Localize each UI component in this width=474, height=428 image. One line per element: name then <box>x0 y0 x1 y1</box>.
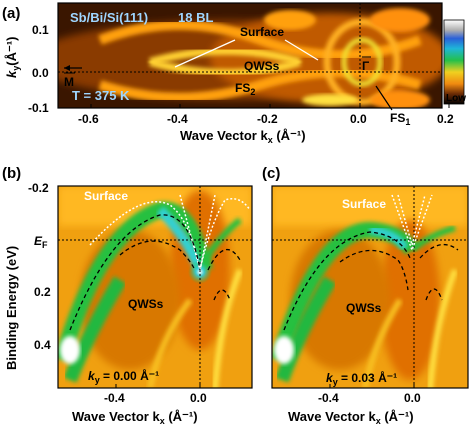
panel-b-xtick: -0.4 <box>104 391 125 405</box>
panel-b-label: (b) <box>2 165 21 182</box>
panel-c-x-ticks: -0.4 0.0 <box>318 384 421 405</box>
panel-c-qws-band <box>419 243 459 259</box>
panel-b-surface-label: Surface <box>84 189 128 203</box>
panel-c: (c) Surface QWSs ky = 0.03 Å⁻¹ -0.4 0.0 … <box>262 165 469 426</box>
panel-b-x-ticks: -0.4 0.0 <box>104 384 207 405</box>
panel-c-label: (c) <box>262 165 280 182</box>
panel-b-ky-label: ky = 0.00 Å⁻¹ <box>88 368 159 385</box>
panel-c-xlabel: Wave Vector kx (Å⁻¹) <box>288 409 414 426</box>
panel-a-ytick: -0.1 <box>28 101 49 115</box>
panel-a-xtick: -0.2 <box>257 112 278 126</box>
panel-b-qws-band <box>69 214 201 331</box>
panel-b-ylabel: Binding Energy (eV) <box>4 246 19 370</box>
panel-a-surface-label: Surface <box>240 25 284 39</box>
panel-c-surface-band <box>391 194 433 253</box>
panel-a-label: (a) <box>2 5 20 22</box>
temperature-label: T = 375 K <box>72 88 130 103</box>
panel-a-xtick: 0.2 <box>437 112 454 126</box>
mbar-label: M <box>64 75 74 89</box>
panel-b-ytick: 0.2 <box>34 285 51 299</box>
fs1-pointer <box>375 85 393 111</box>
panel-b-surface-band <box>89 201 201 271</box>
panel-a-xlabel: Wave Vector kx (Å⁻¹) <box>180 128 306 145</box>
panel-b-intensity-map <box>58 186 252 388</box>
fs2-label: FS2 <box>235 81 255 97</box>
panel-b-surface-band <box>199 198 251 271</box>
colorbar-low-label: Low <box>446 93 466 104</box>
panel-b-qwss-label: QWSs <box>128 297 164 311</box>
panel-b-xlabel: Wave Vector kx (Å⁻¹) <box>72 409 198 426</box>
panel-a-intensity-map <box>58 3 442 108</box>
panel-c-ky-label: ky = 0.03 Å⁻¹ <box>326 370 397 387</box>
panel-c-intensity-map <box>272 186 468 388</box>
panel-c-xtick: -0.4 <box>318 391 339 405</box>
panel-a-ytick: 0.0 <box>32 66 49 80</box>
surface-pointer-left <box>174 39 236 68</box>
panel-b-ytick: 0.4 <box>34 338 51 352</box>
panel-c-surface-label: Surface <box>342 197 386 211</box>
panel-a-xtick: -0.6 <box>78 112 99 126</box>
panel-a: High Low (a) Sb/Bi/Si(111) 18 BL T = 375… <box>2 2 468 145</box>
thickness-label: 18 BL <box>178 10 213 25</box>
fs1-label: FS1 <box>390 111 410 127</box>
panel-a-qwss-label: QWSs <box>244 59 280 73</box>
panel-c-xtick: 0.0 <box>404 391 421 405</box>
panel-b-qws-band <box>207 249 241 271</box>
panel-a-y-ticks: 0.1 0.0 -0.1 <box>28 23 49 115</box>
sample-label: Sb/Bi/Si(111) <box>70 10 148 25</box>
panel-b-qws-band <box>213 289 231 301</box>
colorbar <box>443 19 465 105</box>
surface-pointer-right <box>284 39 319 61</box>
panel-c-qws-band <box>425 288 443 301</box>
colorbar-high-label: High <box>446 9 468 20</box>
panel-b-ytick: -0.2 <box>28 181 49 195</box>
panel-b-ytick: EF <box>34 234 48 250</box>
panel-a-ylabel: ky(Å⁻¹) <box>4 37 21 79</box>
panel-c-qws-band <box>283 231 411 331</box>
gamma-label: Γ <box>362 59 370 73</box>
panel-b-qws-band <box>119 240 196 271</box>
panel-b-xtick: 0.0 <box>190 391 207 405</box>
panel-a-ytick: 0.1 <box>32 23 49 37</box>
panel-a-xtick: -0.4 <box>167 112 188 126</box>
panel-c-qwss-label: QWSs <box>346 301 382 315</box>
panel-a-x-ticks: -0.6 -0.4 -0.2 0.0 0.2 <box>78 104 454 126</box>
panel-b: (b) Surface QWSs ky = 0.00 Å⁻¹ -0.2 EF 0… <box>2 165 253 426</box>
panel-b-y-ticks: -0.2 EF 0.2 0.4 <box>28 181 51 352</box>
panel-a-xtick: 0.0 <box>350 112 367 126</box>
